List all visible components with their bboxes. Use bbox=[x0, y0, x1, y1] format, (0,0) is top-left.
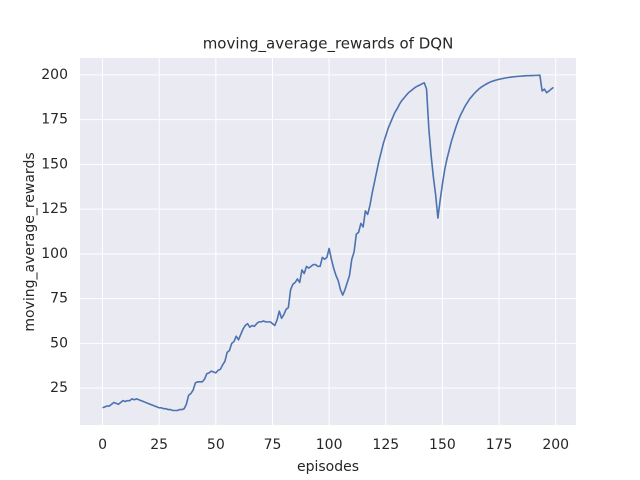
x-tick-label: 125 bbox=[372, 437, 399, 453]
x-tick-label: 200 bbox=[542, 437, 569, 453]
plot-area bbox=[80, 58, 576, 425]
y-tick-label: 50 bbox=[50, 335, 68, 351]
y-tick-label: 25 bbox=[50, 380, 68, 396]
y-tick-label: 200 bbox=[41, 67, 68, 83]
x-tick-label: 50 bbox=[207, 437, 225, 453]
y-tick-label: 175 bbox=[41, 112, 68, 128]
y-axis-label: moving_average_rewards bbox=[22, 152, 38, 331]
y-tick-label: 100 bbox=[41, 246, 68, 262]
x-axis-label: episodes bbox=[297, 459, 359, 475]
data-line bbox=[102, 74, 554, 412]
y-tick-label: 150 bbox=[41, 156, 68, 172]
x-tick-label: 0 bbox=[98, 437, 107, 453]
chart-title: moving_average_rewards of DQN bbox=[203, 35, 454, 54]
x-tick-label: 75 bbox=[264, 437, 282, 453]
x-tick-label: 100 bbox=[316, 437, 343, 453]
x-tick-label: 175 bbox=[486, 437, 513, 453]
x-tick-label: 150 bbox=[429, 437, 456, 453]
x-tick-label: 25 bbox=[150, 437, 168, 453]
y-tick-label: 75 bbox=[50, 291, 68, 307]
y-tick-label: 125 bbox=[41, 201, 68, 217]
